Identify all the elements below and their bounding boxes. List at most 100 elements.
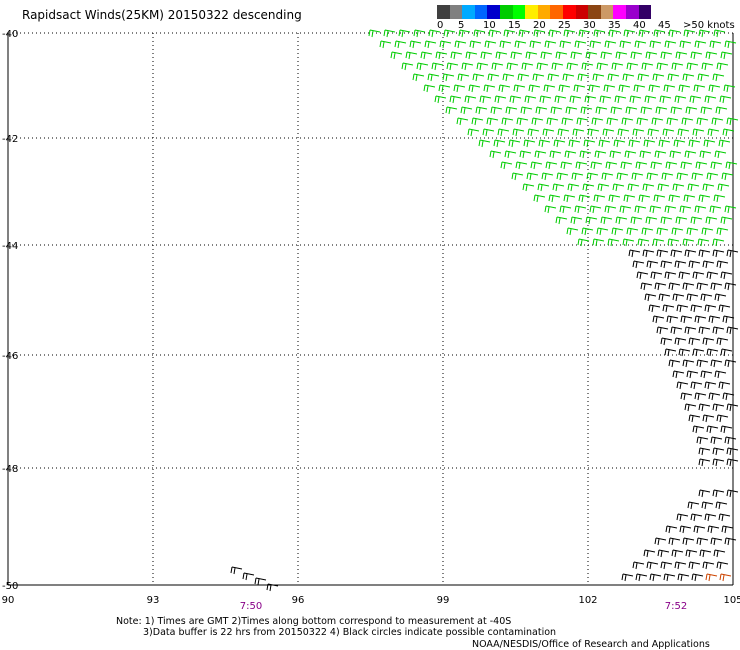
wind-barb — [716, 561, 729, 570]
wind-barb — [570, 216, 583, 225]
wind-barb — [706, 172, 719, 181]
wind-barb — [583, 139, 596, 148]
wind-barb — [592, 73, 605, 82]
wind-barb — [639, 150, 652, 159]
wind-barb — [420, 51, 433, 60]
wind-barb — [515, 161, 528, 170]
wind-barb — [667, 238, 680, 247]
wind-barb — [660, 216, 673, 225]
wind-barb — [694, 315, 707, 324]
wind-barb — [533, 194, 546, 203]
wind-barb — [680, 161, 693, 170]
wind-barb — [603, 84, 616, 93]
wind-barb — [710, 359, 723, 368]
legend-labels: 0 5 10 15 20 25 30 35 40 45 >50 knots — [437, 19, 735, 33]
wind-barb — [469, 40, 482, 49]
wind-barb — [549, 150, 562, 159]
wind-barb — [694, 40, 707, 49]
wind-barb — [685, 106, 698, 115]
wind-barb — [719, 573, 732, 582]
wind-barb — [707, 525, 720, 534]
wind-barb — [693, 525, 706, 534]
wind-barb — [569, 95, 582, 104]
wind-barb — [709, 205, 722, 214]
wind-barb — [706, 425, 719, 434]
wind-barb — [602, 128, 615, 137]
wind-barb — [566, 62, 579, 71]
wind-barb — [664, 271, 677, 280]
wind-barb — [694, 205, 707, 214]
wind-barb — [517, 73, 530, 82]
wind-barb — [460, 106, 473, 115]
legend-label: 15 — [508, 20, 521, 31]
longitude-label: 96 — [292, 595, 305, 606]
wind-barb — [596, 62, 609, 71]
wind-barb — [713, 549, 726, 558]
wind-barb — [611, 62, 624, 71]
wind-barb — [635, 161, 648, 170]
wind-barb — [698, 194, 711, 203]
wind-barb — [631, 172, 644, 181]
wind-barb — [618, 84, 631, 93]
wind-barb — [556, 172, 569, 181]
wind-barb — [576, 117, 589, 126]
wind-barb — [653, 29, 666, 38]
wind-barb — [593, 194, 606, 203]
wind-barb — [449, 95, 462, 104]
wind-barb — [674, 260, 687, 269]
wind-barb — [706, 348, 719, 357]
wind-barb — [650, 271, 663, 280]
wind-barb — [636, 117, 649, 126]
wind-barb — [686, 227, 699, 236]
wind-barb — [587, 128, 600, 137]
latitude-label: -46 — [2, 351, 18, 362]
legend-swatch — [474, 5, 488, 19]
wind-barb — [487, 73, 500, 82]
wind-barb — [563, 194, 576, 203]
legend-label: 35 — [608, 20, 621, 31]
wind-barb — [689, 95, 702, 104]
wind-barb — [529, 40, 542, 49]
wind-barb — [427, 73, 440, 82]
wind-barb — [461, 62, 474, 71]
wind-barb — [577, 73, 590, 82]
wind-barb — [700, 370, 713, 379]
wind-barb — [722, 128, 735, 137]
wind-barb — [645, 216, 658, 225]
wind-barb — [512, 128, 525, 137]
wind-barb — [405, 51, 418, 60]
wind-barb — [716, 337, 729, 346]
wind-barb — [698, 326, 711, 335]
wind-barb — [722, 315, 735, 324]
wind-barb — [592, 238, 605, 247]
legend-swatch — [575, 5, 589, 19]
wind-barb — [548, 29, 561, 38]
wind-barb — [685, 549, 698, 558]
wind-barb — [705, 573, 718, 582]
wind-barb — [623, 194, 636, 203]
wind-barb — [681, 117, 694, 126]
wind-barb — [581, 62, 594, 71]
wind-barb — [702, 337, 715, 346]
wind-barb — [633, 84, 646, 93]
wind-barb — [525, 51, 538, 60]
wind-barb — [563, 29, 576, 38]
legend-label: >50 knots — [683, 20, 735, 31]
wind-barb — [613, 139, 626, 148]
wind-barb — [678, 271, 691, 280]
wind-barb — [698, 447, 711, 456]
wind-barb — [670, 249, 683, 258]
wind-barb — [720, 216, 733, 225]
legend-swatch — [537, 5, 551, 19]
wind-barb — [619, 205, 632, 214]
legend-swatch — [512, 5, 526, 19]
wind-barb — [646, 172, 659, 181]
wind-barb — [597, 183, 610, 192]
wind-barb — [230, 566, 243, 575]
wind-barb — [716, 260, 729, 269]
wind-barb — [714, 293, 727, 302]
legend-label: 30 — [583, 20, 596, 31]
wind-barb — [484, 40, 497, 49]
wind-barb — [559, 40, 572, 49]
wind-barb — [510, 51, 523, 60]
